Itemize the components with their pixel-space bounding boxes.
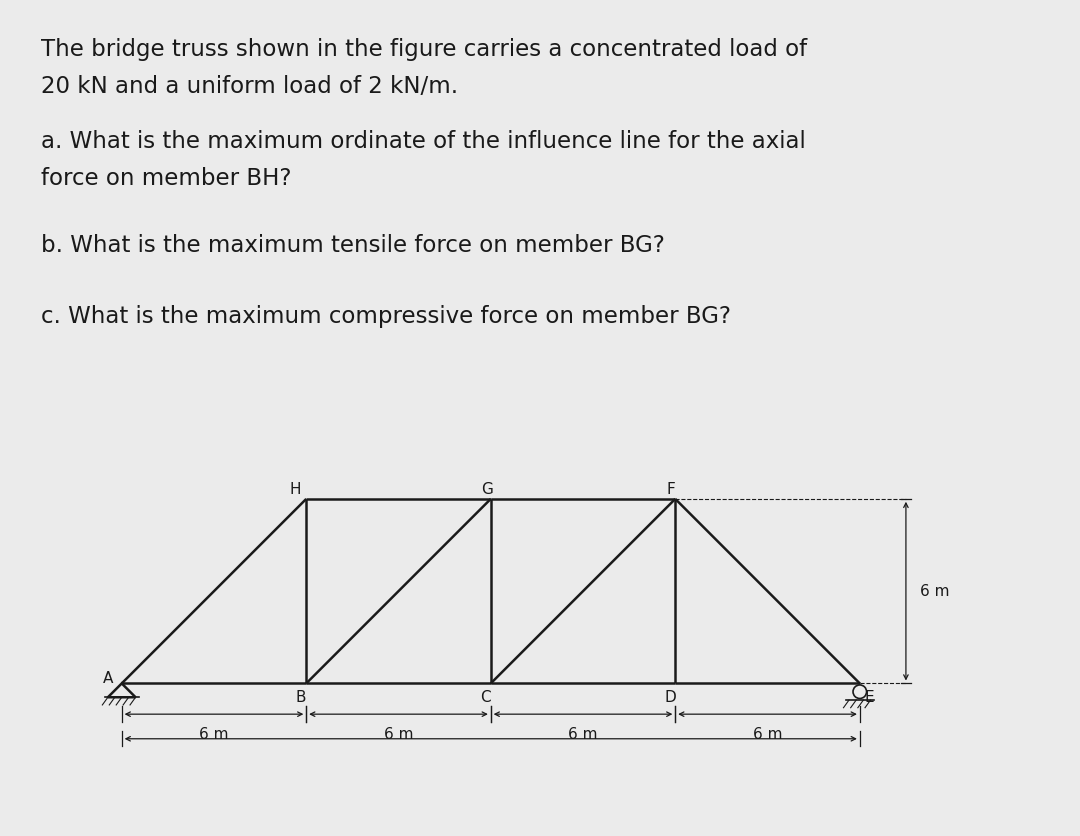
Text: 20 kN and a uniform load of 2 kN/m.: 20 kN and a uniform load of 2 kN/m.	[41, 75, 458, 99]
Text: G: G	[482, 482, 494, 497]
Text: a. What is the maximum ordinate of the influence line for the axial: a. What is the maximum ordinate of the i…	[41, 130, 806, 153]
Text: H: H	[289, 482, 301, 497]
Text: B: B	[296, 690, 306, 705]
Text: force on member BH?: force on member BH?	[41, 167, 292, 191]
Text: A: A	[104, 671, 113, 686]
Text: 6 m: 6 m	[568, 727, 597, 742]
Text: The bridge truss shown in the figure carries a concentrated load of: The bridge truss shown in the figure car…	[41, 38, 807, 61]
Text: E: E	[864, 690, 874, 705]
Text: D: D	[664, 690, 676, 705]
Text: 6 m: 6 m	[199, 727, 229, 742]
Text: 6 m: 6 m	[753, 727, 782, 742]
Text: C: C	[480, 690, 490, 705]
Text: 6 m: 6 m	[920, 584, 949, 599]
Text: c. What is the maximum compressive force on member BG?: c. What is the maximum compressive force…	[41, 305, 731, 329]
Text: 6 m: 6 m	[383, 727, 414, 742]
Text: b. What is the maximum tensile force on member BG?: b. What is the maximum tensile force on …	[41, 234, 665, 257]
Text: F: F	[666, 482, 675, 497]
